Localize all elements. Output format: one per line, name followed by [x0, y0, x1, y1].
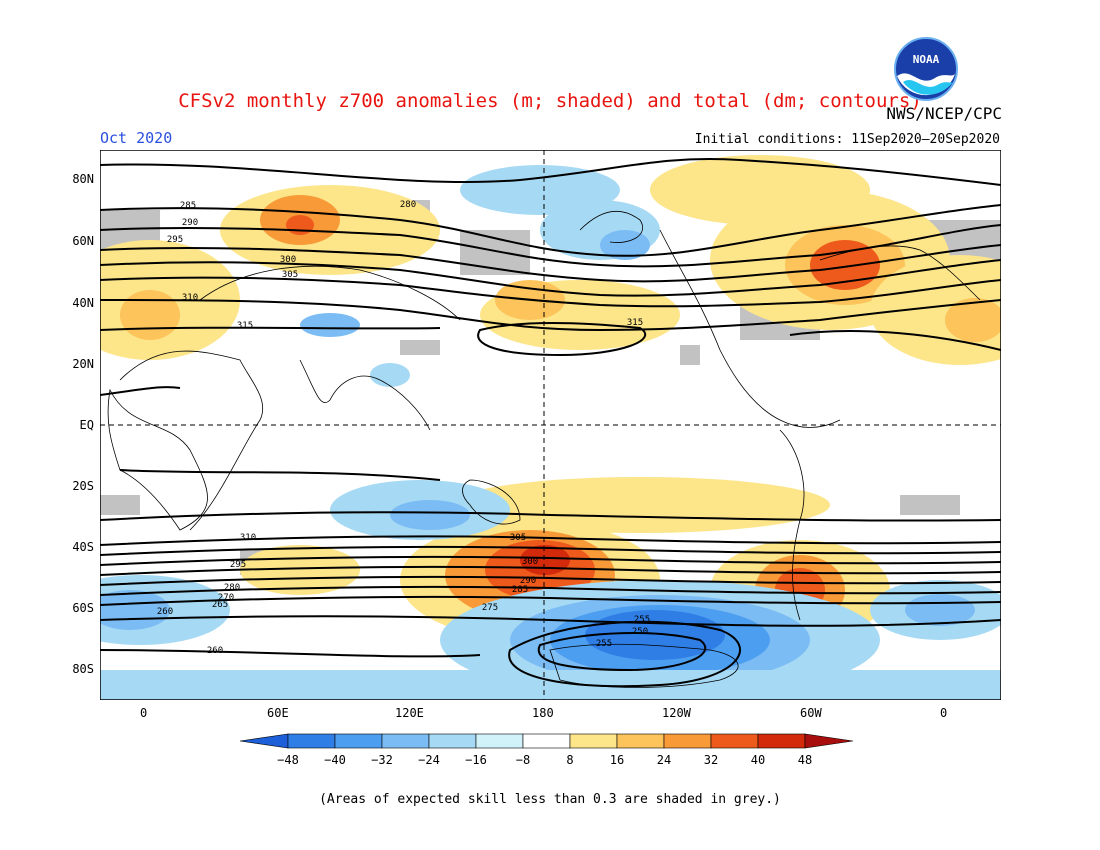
svg-text:310: 310: [240, 533, 256, 543]
colorbar-box: [663, 733, 712, 749]
svg-text:285: 285: [180, 201, 196, 211]
negative-anomalies: [100, 165, 1001, 700]
skill-note: (Areas of expected skill less than 0.3 a…: [319, 792, 781, 807]
lon-axis: 0 60E 120E 180 120W 60W 0: [100, 706, 1001, 724]
noaa-logo: NOAA: [894, 37, 958, 101]
lon-label: 120W: [662, 706, 691, 720]
colorbar-box: [710, 733, 759, 749]
svg-text:265: 265: [212, 600, 228, 610]
colorbar-box: [381, 733, 430, 749]
colorbar-arrow-right: [804, 733, 854, 749]
colorbar-box: [428, 733, 477, 749]
map-title: CFSv2 monthly z700 anomalies (m; shaded)…: [178, 90, 922, 112]
colorbar-boxes: [239, 733, 854, 749]
lon-label: 60E: [267, 706, 289, 720]
colorbar-tick-label: 24: [657, 753, 671, 767]
lat-axis: 80N 60N 40N 20N EQ 20S 40S 60S 80S: [60, 172, 94, 692]
colorbar-box: [616, 733, 665, 749]
svg-text:300: 300: [280, 255, 296, 265]
contour-labels: 280 285 290 295 300 305 310 315 315 310 …: [157, 200, 650, 656]
svg-text:250: 250: [632, 627, 648, 637]
svg-text:270: 270: [218, 593, 234, 603]
svg-text:295: 295: [230, 560, 246, 570]
svg-text:285: 285: [512, 585, 528, 595]
lat-label: 60N: [72, 234, 94, 248]
grid-lines: [100, 150, 1001, 700]
colorbar-tick-label: −8: [516, 753, 530, 767]
colorbar-box: [522, 733, 571, 749]
logo-text: NOAA: [913, 53, 940, 66]
lat-label: 40S: [72, 540, 94, 554]
lon-label: 180: [532, 706, 554, 720]
svg-text:295: 295: [167, 235, 183, 245]
svg-text:300: 300: [522, 557, 538, 567]
colorbar-tick-label: 8: [566, 753, 573, 767]
colorbar-tick-label: 40: [751, 753, 765, 767]
colorbar-box: [569, 733, 618, 749]
colorbar-ticks: −48 −40 −32 −24 −16 −8 8 16 24 32 40 48: [277, 753, 812, 767]
agency-label: NWS/NCEP/CPC: [886, 104, 1002, 123]
lat-label: 80N: [72, 172, 94, 186]
colorbar-tick-label: 16: [610, 753, 624, 767]
lon-label: 60W: [800, 706, 822, 720]
svg-text:305: 305: [282, 270, 298, 280]
colorbar-box: [757, 733, 806, 749]
svg-text:305: 305: [510, 533, 526, 543]
lat-label: 60S: [72, 601, 94, 615]
lat-label: 80S: [72, 662, 94, 676]
map-panel: 280 285 290 295 300 305 310 315 315 310 …: [100, 150, 1001, 700]
colorbar-tick-label: 32: [704, 753, 718, 767]
svg-text:280: 280: [224, 583, 240, 593]
colorbar: −48 −40 −32 −24 −16 −8 8 16 24 32 40 48: [239, 733, 854, 767]
svg-text:310: 310: [182, 293, 198, 303]
colorbar-tick-label: −40: [324, 753, 346, 767]
colorbar-tick-label: −16: [465, 753, 487, 767]
svg-text:315: 315: [237, 321, 253, 331]
svg-text:260: 260: [157, 607, 173, 617]
colorbar-arrow-left: [239, 733, 289, 749]
colorbar-box: [287, 733, 336, 749]
lat-label: 20S: [72, 479, 94, 493]
svg-text:255: 255: [634, 615, 650, 625]
svg-text:315: 315: [627, 318, 643, 328]
lon-label: 120E: [395, 706, 424, 720]
height-contours: [100, 158, 1001, 688]
lat-label: 20N: [72, 357, 94, 371]
lat-label: EQ: [79, 418, 94, 432]
forecast-period: Oct 2020: [100, 129, 173, 147]
lat-label: 40N: [72, 296, 94, 310]
initial-conditions: Initial conditions: 11Sep2020–20Sep2020: [694, 132, 1000, 147]
svg-text:275: 275: [482, 603, 498, 613]
colorbar-tick-label: 48: [798, 753, 812, 767]
colorbar-tick-label: −24: [418, 753, 440, 767]
colorbar-tick-label: −32: [371, 753, 393, 767]
lon-label: 0: [940, 706, 948, 720]
svg-text:260: 260: [207, 646, 223, 656]
colorbar-tick-label: −48: [277, 753, 299, 767]
colorbar-box: [475, 733, 524, 749]
svg-text:290: 290: [520, 576, 536, 586]
lon-label: 0: [140, 706, 148, 720]
svg-text:280: 280: [400, 200, 416, 210]
svg-text:255: 255: [596, 639, 612, 649]
colorbar-box: [334, 733, 383, 749]
svg-text:290: 290: [182, 218, 198, 228]
